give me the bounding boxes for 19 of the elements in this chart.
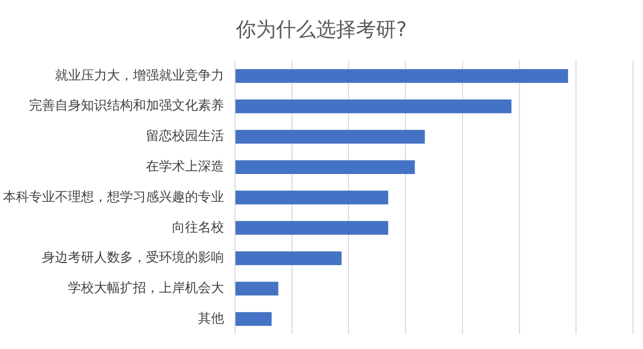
chart-title: 你为什么选择考研? [235,16,408,43]
y-tick-label: 其他 [198,311,224,326]
y-tick-label: 本科专业不理想，想学习感兴趣的专业 [3,190,224,205]
bar [236,69,568,83]
y-tick-label: 向往名校 [172,220,224,236]
bar [236,312,272,326]
y-tick-label: 在学术上深造 [146,159,224,174]
y-tick-label: 身边考研人数多，受环境的影响 [42,250,224,266]
bar [236,130,425,144]
bar [236,190,388,204]
bar [236,282,278,296]
y-tick-label: 就业压力大，增强就业竞争力 [55,68,224,84]
bar [236,100,512,114]
y-tick-label: 完善自身知识结构和加强文化素养 [29,98,224,114]
y-tick-label: 学校大幅扩招，上岸机会大 [68,281,224,296]
y-tick-label: 留恋校园生活 [146,128,224,144]
bar [236,160,415,174]
bar [236,251,342,266]
bar [236,221,388,235]
